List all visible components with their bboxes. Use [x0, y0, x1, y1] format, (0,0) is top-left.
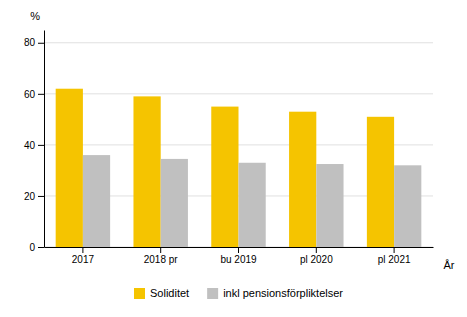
y-tick: 40	[24, 140, 44, 151]
y-tick-mark	[38, 247, 44, 248]
bar	[83, 155, 110, 247]
y-tick: 80	[24, 37, 44, 48]
chart: 0 20 40 60 80 2017 2018 pr bu 2019 pl 2020 pl 202…	[0, 0, 467, 317]
plot: 0 20 40 60 80 2017 2018 pr bu 2019 pl 2020 pl 202…	[24, 10, 455, 271]
x-tick-label: 2018 pr	[144, 254, 179, 265]
y-tick-label: 40	[24, 140, 36, 151]
y-axis-title: %	[30, 10, 40, 22]
legend-label: Soliditet	[150, 287, 189, 299]
y-tick: 0	[29, 242, 44, 253]
bar	[316, 164, 343, 247]
legend-item: Soliditet	[134, 287, 189, 299]
grid	[44, 43, 433, 247]
legend-item: inkl pensionsförpliktelser	[207, 287, 343, 299]
x-tick: 2017	[72, 247, 95, 265]
y-tick-mark	[38, 94, 44, 95]
x-tick: pl 2021	[378, 247, 411, 265]
x-axis-title: År	[444, 259, 455, 271]
bar	[239, 163, 266, 247]
y-tick: 20	[24, 191, 44, 202]
x-tick-label: 2017	[72, 254, 95, 265]
bar	[211, 107, 238, 247]
y-axis-line	[44, 31, 45, 248]
bar	[56, 89, 83, 247]
x-tick-mark	[238, 247, 239, 253]
grid-line	[44, 93, 433, 94]
y-tick-mark	[38, 196, 44, 197]
legend-swatch	[207, 288, 218, 299]
x-tick-mark	[160, 247, 161, 253]
x-tick-label: bu 2019	[220, 254, 257, 265]
legend-label: inkl pensionsförpliktelser	[223, 287, 343, 299]
legend: Soliditet inkl pensionsförpliktelser	[134, 287, 343, 299]
x-tick-label: pl 2021	[378, 254, 411, 265]
y-tick-mark	[38, 145, 44, 146]
bar	[394, 165, 421, 247]
x-tick-label: pl 2020	[300, 254, 333, 265]
y-tick: 60	[24, 89, 44, 100]
grid-line	[44, 42, 433, 43]
bar	[289, 112, 316, 247]
bar	[161, 159, 188, 247]
x-axis: 2017 2018 pr bu 2019 pl 2020 pl 2021	[45, 247, 434, 265]
x-tick: pl 2020	[300, 247, 333, 265]
y-tick-label: 0	[29, 242, 35, 253]
legend-swatch	[134, 288, 145, 299]
y-tick-label: 60	[24, 89, 36, 100]
y-tick-mark	[38, 43, 44, 44]
x-tick: 2018 pr	[144, 247, 179, 265]
x-tick-mark	[82, 247, 83, 253]
y-tick-label: 20	[24, 191, 36, 202]
bar	[133, 96, 160, 247]
bar-series	[83, 155, 421, 247]
x-tick-mark	[316, 247, 317, 253]
y-tick-label: 80	[24, 37, 36, 48]
bar	[367, 117, 394, 247]
bar-series	[56, 89, 394, 247]
x-tick: bu 2019	[220, 247, 257, 265]
y-axis: 0 20 40 60 80	[24, 31, 45, 253]
x-tick-mark	[394, 247, 395, 253]
bars	[56, 89, 422, 247]
